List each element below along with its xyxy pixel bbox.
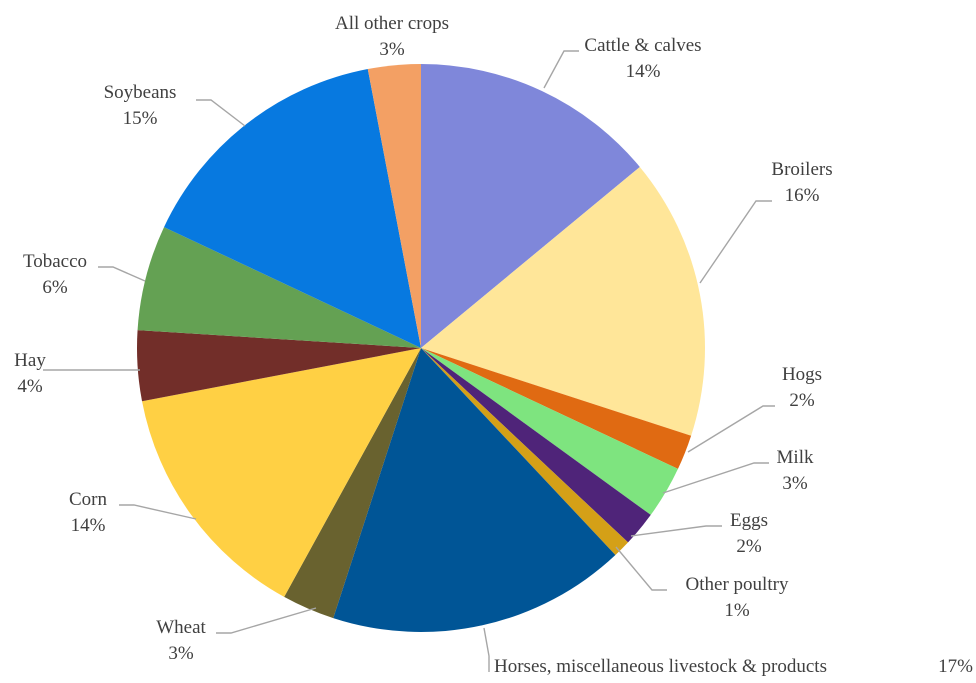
pie-slice-cattle-calves — [421, 64, 640, 348]
pie-slice-soybeans — [164, 69, 421, 348]
slice-label-other-poultry: Other poultry — [686, 574, 789, 595]
leader-line-tobacco — [98, 266, 146, 282]
pie-slice-other-poultry — [421, 348, 629, 556]
slice-value-tobacco: 6% — [42, 277, 68, 298]
leader-line-soybeans — [196, 99, 246, 127]
slice-value-hogs: 2% — [789, 390, 815, 411]
slice-label-hay: Hay — [14, 350, 46, 371]
pie-slice-tobacco — [137, 227, 421, 348]
pie-slice-horses-miscellaneous-livestock-products — [333, 348, 616, 633]
pie-slice-hay — [136, 330, 421, 402]
leader-line-milk — [662, 462, 769, 494]
slice-value-cattle-calves: 14% — [626, 61, 661, 82]
pie-slice-milk — [421, 348, 678, 515]
slice-label-corn: Corn — [69, 489, 108, 510]
pie-slice-wheat — [284, 348, 421, 619]
slice-value-milk: 3% — [782, 473, 808, 494]
slice-value-broilers: 16% — [785, 185, 820, 206]
leader-line-wheat — [216, 607, 317, 634]
leader-lines-layer — [43, 50, 775, 672]
slice-value-corn: 14% — [71, 515, 106, 536]
leader-line-broilers — [699, 200, 772, 284]
slice-value-other-poultry: 1% — [724, 600, 750, 621]
slice-label-tobacco: Tobacco — [23, 251, 87, 272]
leader-line-corn — [119, 504, 197, 520]
slices-layer — [136, 64, 706, 633]
slice-label-hogs: Hogs — [782, 364, 822, 385]
slice-label-horses-miscellaneous-livestock-products: Horses, miscellaneous livestock & produc… — [494, 656, 827, 677]
slice-value-wheat: 3% — [168, 643, 194, 664]
pie-slice-broilers — [421, 166, 706, 436]
labels-layer: Cattle & calves 14% Broilers 16% Hogs 2% Milk 3… — [14, 13, 973, 677]
leader-line-hogs — [687, 405, 775, 453]
slice-value-eggs: 2% — [736, 536, 762, 557]
pie-slice-hogs — [421, 348, 692, 469]
pie-slice-eggs — [421, 348, 651, 543]
slice-label-eggs: Eggs — [730, 510, 768, 531]
slice-label-milk: Milk — [777, 447, 814, 468]
pie-slice-corn — [142, 348, 421, 597]
slice-label-broilers: Broilers — [771, 159, 832, 180]
slice-label-all-other-crops: All other crops — [335, 13, 449, 34]
leader-line-cattle-calves — [543, 50, 579, 89]
slice-value-all-other-crops: 3% — [379, 39, 405, 60]
slice-label-cattle-calves: Cattle & calves — [584, 35, 701, 56]
slice-label-wheat: Wheat — [156, 617, 206, 638]
slice-value-horses-miscellaneous-livestock-products: 17% — [938, 656, 973, 677]
slice-label-soybeans: Soybeans — [104, 82, 177, 103]
leader-line-other-poultry — [615, 546, 667, 591]
leader-line-eggs — [630, 525, 722, 537]
pie-slice-all-other-crops — [367, 64, 421, 348]
leader-line-horses-miscellaneous-livestock-products — [483, 627, 490, 672]
slice-value-hay: 4% — [17, 376, 43, 397]
slice-value-soybeans: 15% — [123, 108, 158, 129]
